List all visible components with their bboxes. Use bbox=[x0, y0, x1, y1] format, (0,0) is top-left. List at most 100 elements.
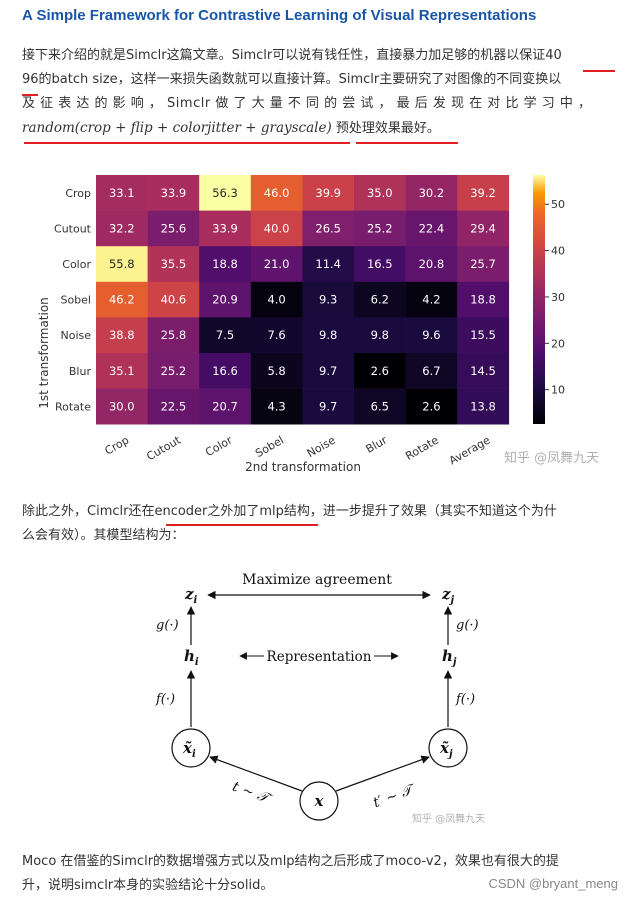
heatmap-cell bbox=[302, 281, 355, 318]
heatmap-value-label: 21.0 bbox=[264, 257, 290, 271]
heatmap-cell bbox=[199, 210, 252, 247]
heatmap-y-tick-labels: Crop Cutout Color Sobel Noise Blur Rotate bbox=[54, 187, 92, 414]
end-paragraph: Moco 在借鉴的Simclr的数据增强方式以及mlp结构之后形成了moco-v… bbox=[22, 850, 618, 898]
heatmap-cell bbox=[302, 317, 355, 354]
heatmap-value-label: 6.2 bbox=[371, 293, 389, 307]
f-right-label: f(·) bbox=[455, 692, 475, 707]
heatmap-cell bbox=[457, 317, 510, 354]
heatmap-value-label: 25.8 bbox=[161, 328, 187, 342]
heatmap-cell bbox=[250, 317, 303, 354]
mid-line-1: 除此之外，Cimclr还在encoder之外加了mlp结构，进一步提升了效果（其… bbox=[22, 504, 557, 519]
heatmap-value-label: 46.2 bbox=[109, 293, 135, 307]
heatmap-cell bbox=[96, 388, 148, 425]
x-tilde-j-node: x̃j bbox=[439, 739, 453, 760]
heatmap-value-label: 18.8 bbox=[470, 293, 496, 307]
underline-96 bbox=[22, 94, 38, 96]
heatmap-value-label: 9.6 bbox=[422, 328, 440, 342]
heatmap-value-label: 35.0 bbox=[367, 186, 393, 200]
f-left-label: f(·) bbox=[155, 692, 175, 707]
heatmap-value-label: 4.0 bbox=[267, 293, 285, 307]
heatmap-value-label: 25.2 bbox=[367, 221, 393, 235]
augmentation-formula: random(crop + flip + colorjitter + grays… bbox=[22, 120, 332, 136]
heatmap-value-label: 35.5 bbox=[161, 257, 187, 271]
heatmap-cell bbox=[405, 210, 458, 247]
heatmap-value-label: 11.4 bbox=[315, 257, 341, 271]
heatmap-value-label: 40.6 bbox=[161, 293, 187, 307]
colorbar-tick-label: 30 bbox=[551, 291, 565, 304]
heatmap-value-label: 25.7 bbox=[470, 257, 496, 271]
underline-40 bbox=[583, 70, 615, 72]
intro-paragraph: 接下来介绍的就是Simclr这篇文章。Simclr可以说有钱任性，直接暴力加足够… bbox=[22, 44, 618, 141]
heatmap-cell bbox=[96, 246, 148, 283]
heatmap-value-label: 2.6 bbox=[371, 364, 389, 378]
csdn-watermark: CSDN @bryant_meng bbox=[488, 876, 618, 891]
heatmap-cell bbox=[96, 281, 148, 318]
intro-line-2: 96的batch size，这样一来损失函数就可以直接计算。Simclr主要研究… bbox=[22, 72, 562, 87]
heatmap-cell bbox=[199, 388, 252, 425]
heatmap-x-tick-label: Average bbox=[447, 433, 493, 467]
heatmap-value-label: 20.7 bbox=[212, 399, 238, 413]
heatmap-value-label: 22.4 bbox=[419, 221, 445, 235]
heatmap-y-tick-label: Blur bbox=[69, 365, 92, 378]
heatmap-cell bbox=[405, 317, 458, 354]
heatmap-value-label: 33.9 bbox=[161, 186, 187, 200]
article-title: A Simple Framework for Contrastive Learn… bbox=[22, 7, 537, 24]
heatmap-cell bbox=[405, 175, 458, 211]
heatmap-value-label: 16.6 bbox=[212, 364, 238, 378]
heatmap-cells: 33.1 33.9 56.3 46.0 39.9 35.0 30.2 39.2 32.2 25.6… bbox=[96, 175, 510, 425]
heatmap-value-label: 9.3 bbox=[319, 293, 337, 307]
mid-paragraph: 除此之外，Cimclr还在encoder之外加了mlp结构，进一步提升了效果（其… bbox=[22, 500, 618, 548]
colorbar bbox=[533, 175, 545, 424]
heatmap-cell bbox=[250, 388, 303, 425]
heatmap-value-label: 30.0 bbox=[109, 399, 135, 413]
heatmap-cell bbox=[302, 210, 355, 247]
heatmap-value-label: 40.0 bbox=[264, 221, 290, 235]
heatmap-value-label: 9.8 bbox=[371, 328, 389, 342]
heatmap-x-tick-label: Noise bbox=[305, 433, 338, 460]
heatmap-value-label: 33.9 bbox=[212, 221, 238, 235]
heatmap-cell bbox=[147, 281, 200, 318]
heatmap-cell bbox=[405, 353, 458, 389]
heatmap-value-label: 30.2 bbox=[419, 186, 445, 200]
heatmap-cell bbox=[302, 388, 355, 425]
heatmap-value-label: 2.6 bbox=[422, 399, 440, 413]
heatmap-cell bbox=[250, 210, 303, 247]
heatmap-cell bbox=[147, 317, 200, 354]
h-i-node: hi bbox=[184, 647, 199, 668]
heatmap-cell bbox=[302, 246, 355, 283]
heatmap-value-label: 38.8 bbox=[109, 328, 135, 342]
heatmap-chart: 33.1 33.9 56.3 46.0 39.9 35.0 30.2 39.2 32.2 25.6… bbox=[37, 175, 599, 474]
maximize-agreement-label: Maximize agreement bbox=[242, 572, 392, 588]
h-j-node: hj bbox=[442, 647, 457, 668]
x-circle bbox=[299, 781, 339, 821]
heatmap-x-tick-label: Blur bbox=[364, 433, 390, 456]
heatmap-y-tick-label: Color bbox=[62, 258, 91, 271]
heatmap-cell bbox=[457, 210, 510, 247]
underline-formula bbox=[24, 142, 350, 144]
underline-encoder bbox=[166, 524, 318, 526]
heatmap-cell bbox=[354, 246, 406, 283]
heatmap-value-label: 7.5 bbox=[216, 328, 234, 342]
heatmap-cell bbox=[405, 388, 458, 425]
x-tilde-i-circle bbox=[171, 728, 211, 768]
heatmap-cell bbox=[302, 353, 355, 389]
heatmap-cell bbox=[354, 281, 406, 318]
colorbar-tick-label: 10 bbox=[551, 384, 565, 397]
intro-tail: 预处理效果最好。 bbox=[331, 121, 440, 136]
heatmap-value-label: 56.3 bbox=[212, 186, 238, 200]
heatmap-x-tick-label: Sobel bbox=[253, 434, 286, 461]
heatmap-value-label: 33.1 bbox=[109, 186, 135, 200]
heatmap-cell bbox=[147, 246, 200, 283]
heatmap-x-tick-label: Color bbox=[203, 433, 235, 459]
heatmap-y-tick-label: Sobel bbox=[60, 294, 91, 307]
colorbar-ticks: 10 20 30 40 50 bbox=[545, 198, 565, 397]
g-right-label: g(·) bbox=[456, 618, 479, 633]
heatmap-value-label: 20.9 bbox=[212, 293, 238, 307]
intro-line-4: random(crop + flip + colorjitter + grays… bbox=[22, 116, 618, 141]
diagram-watermark: 知乎 @凤舞九天 bbox=[412, 812, 485, 825]
intro-line-3: 及 征 表 达 的 影 响 ， Simclr 做 了 大 量 不 同 的 尝 试… bbox=[22, 96, 592, 111]
heatmap-cell bbox=[199, 353, 252, 389]
heatmap-value-label: 5.8 bbox=[267, 364, 285, 378]
heatmap-value-label: 55.8 bbox=[109, 257, 135, 271]
